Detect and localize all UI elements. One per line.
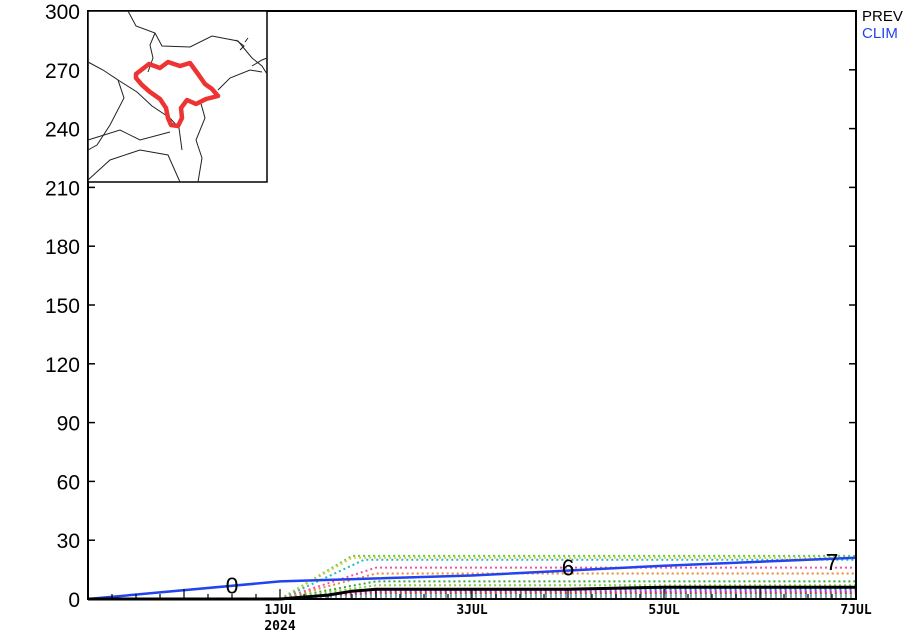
- x-tick-label: 7JUL: [840, 603, 871, 618]
- ensemble-member-line: [279, 558, 856, 600]
- legend-prev: PREV: [862, 8, 903, 25]
- map-border-line: [87, 61, 125, 151]
- map-border-line: [251, 57, 268, 67]
- chart-annotations: 0 6 7: [226, 549, 839, 599]
- x-tick-label: 3JUL: [456, 603, 487, 618]
- map-border-line: [87, 149, 181, 183]
- series-line-clim: [87, 556, 857, 601]
- map-border-line: [127, 10, 268, 75]
- ensemble-member-line: [279, 566, 856, 600]
- legend: PREV CLIM: [862, 8, 903, 42]
- inset-map-frame: [87, 10, 268, 183]
- y-tick-label: 180: [45, 236, 80, 259]
- map-border-line: [235, 37, 249, 51]
- y-tick-label: 300: [45, 1, 80, 24]
- ensemble-member-line: [279, 584, 856, 600]
- y-tick-label: 240: [45, 119, 80, 142]
- x-tick-label: 1JUL: [264, 603, 295, 618]
- y-tick-label: 270: [45, 60, 80, 83]
- legend-clim: CLIM: [862, 25, 898, 42]
- y-tick-label: 30: [57, 530, 80, 553]
- map-border-line: [195, 99, 206, 183]
- map-border-line: [87, 129, 171, 141]
- y-tick-label: 120: [45, 354, 80, 377]
- inset-location-map: [87, 10, 268, 183]
- map-border-line: [117, 79, 183, 151]
- chart-annotation-label: 0: [226, 572, 239, 598]
- highlighted-region-outline: [133, 59, 221, 129]
- x-tick-sublabel: 2024: [264, 619, 295, 634]
- y-tick-label: 0: [68, 589, 80, 612]
- y-tick-label: 150: [45, 295, 80, 318]
- y-tick-label: 60: [57, 471, 80, 494]
- x-tick-label: 5JUL: [648, 603, 679, 618]
- y-tick-label: 210: [45, 177, 80, 200]
- chart-annotation-label: 6: [562, 555, 575, 581]
- y-tick-label: 90: [57, 413, 80, 436]
- map-border-line: [217, 69, 263, 91]
- chart-annotation-label: 7: [826, 549, 839, 575]
